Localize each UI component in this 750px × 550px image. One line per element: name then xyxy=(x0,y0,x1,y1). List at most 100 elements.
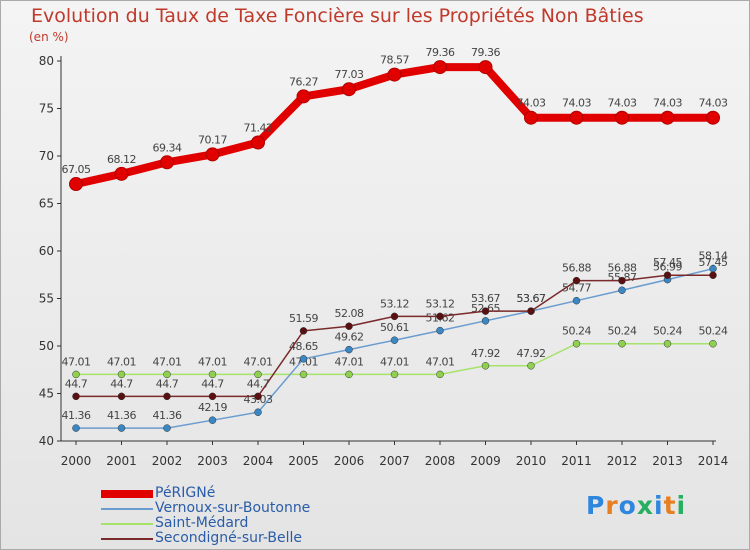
data-point xyxy=(299,355,308,363)
data-point xyxy=(208,370,217,379)
data-label: 47.92 xyxy=(517,347,546,360)
data-point xyxy=(299,327,308,335)
data-point xyxy=(436,370,444,379)
series-3: 44.7 44.7 44.7 44.7 44.7 51.59 52.08 53.12 53.12… xyxy=(65,256,728,401)
data-label: 50.24 xyxy=(608,325,637,338)
x-tick-label: 2010 xyxy=(516,454,547,468)
data-label: 47.01 xyxy=(335,355,364,368)
legend-swatch xyxy=(101,508,153,510)
data-point xyxy=(572,276,581,285)
data-label: 74.03 xyxy=(653,97,682,110)
data-point xyxy=(117,424,126,432)
y-tick-label: 45 xyxy=(39,387,54,401)
legend-swatch xyxy=(101,538,153,540)
data-point xyxy=(572,296,581,305)
x-tick-label: 2004 xyxy=(243,454,274,468)
x-tick-label: 2003 xyxy=(197,454,228,468)
data-label: 47.01 xyxy=(107,355,136,368)
data-label: 77.03 xyxy=(335,68,364,81)
data-point xyxy=(478,60,493,75)
legend-label: Secondigné-sur-Belle xyxy=(155,530,303,546)
data-point xyxy=(709,271,717,279)
data-point xyxy=(208,416,217,424)
data-label: 56.88 xyxy=(608,262,637,275)
legend-label: Vernoux-sur-Boutonne xyxy=(155,500,311,516)
data-label: 74.03 xyxy=(517,97,546,110)
data-point xyxy=(117,370,126,379)
data-point xyxy=(342,82,356,97)
x-tick-label: 2000 xyxy=(61,454,92,468)
x-tick-label: 2006 xyxy=(334,454,365,468)
data-label: 50.61 xyxy=(380,321,409,334)
data-point xyxy=(387,67,402,82)
data-point xyxy=(160,155,174,170)
data-label: 67.05 xyxy=(62,163,91,176)
data-label: 56.99 xyxy=(653,261,682,274)
data-point xyxy=(618,276,626,285)
data-point xyxy=(72,392,80,401)
data-label: 74.03 xyxy=(562,97,591,110)
data-point xyxy=(618,339,626,348)
data-point xyxy=(706,110,720,125)
data-point xyxy=(163,392,171,401)
data-label: 78.57 xyxy=(380,54,409,67)
x-tick-label: 2012 xyxy=(607,454,638,468)
axes: 40 45 50 55 60 65 70 75 80 2000 2001 2002 2003 2004 20… xyxy=(39,54,729,468)
data-label: 41.36 xyxy=(153,409,182,422)
data-point xyxy=(527,362,535,370)
data-label: 53.67 xyxy=(471,292,500,305)
data-label: 69.34 xyxy=(153,141,182,154)
data-label: 47.01 xyxy=(153,355,182,368)
y-tick-label: 40 xyxy=(39,434,54,448)
data-label: 79.36 xyxy=(426,46,455,59)
brand-letter: x xyxy=(636,491,654,520)
data-point xyxy=(527,307,535,315)
y-tick-label: 75 xyxy=(39,102,54,116)
data-point xyxy=(114,166,129,181)
data-label: 53.12 xyxy=(426,297,455,310)
data-point xyxy=(436,326,444,335)
legend-label: PéRIGNé xyxy=(155,485,216,501)
y-tick-label: 55 xyxy=(39,292,54,306)
data-label: 47.01 xyxy=(380,355,409,368)
x-tick-label: 2001 xyxy=(106,454,137,468)
x-tick-label: 2007 xyxy=(379,454,410,468)
x-tick-label: 2013 xyxy=(652,454,683,468)
data-label: 48.65 xyxy=(289,340,318,353)
data-point xyxy=(663,339,672,348)
data-label: 79.36 xyxy=(471,46,500,59)
data-point xyxy=(524,110,538,125)
data-label: 44.7 xyxy=(110,377,133,390)
brand-letter: i xyxy=(676,491,687,520)
data-point xyxy=(254,408,262,416)
data-label: 47.01 xyxy=(62,355,91,368)
legend-label: Saint-Médard xyxy=(155,515,249,531)
data-label: 57.45 xyxy=(653,256,682,269)
data-point xyxy=(569,110,584,125)
data-point xyxy=(572,339,581,348)
data-label: 57.45 xyxy=(699,256,728,269)
data-point xyxy=(345,322,353,330)
data-point xyxy=(117,392,126,401)
data-label: 53.12 xyxy=(380,297,409,310)
data-label: 52.08 xyxy=(335,307,364,320)
x-tick-label: 2005 xyxy=(288,454,319,468)
legend-swatch xyxy=(101,490,153,498)
data-point xyxy=(481,307,490,315)
data-point xyxy=(390,336,399,344)
data-point xyxy=(345,370,353,379)
brand-letter: r xyxy=(605,491,619,520)
data-label: 50.24 xyxy=(699,325,728,338)
brand-letter: i xyxy=(654,491,664,520)
data-point xyxy=(615,110,629,125)
data-point xyxy=(390,312,399,321)
x-tick-label: 2014 xyxy=(698,454,729,468)
chart-unit-label: (en %) xyxy=(29,30,69,44)
data-label: 76.27 xyxy=(289,75,318,88)
data-label: 47.01 xyxy=(244,355,273,368)
data-label: 53.67 xyxy=(517,292,546,305)
x-tick-label: 2002 xyxy=(152,454,183,468)
data-point xyxy=(208,392,217,401)
